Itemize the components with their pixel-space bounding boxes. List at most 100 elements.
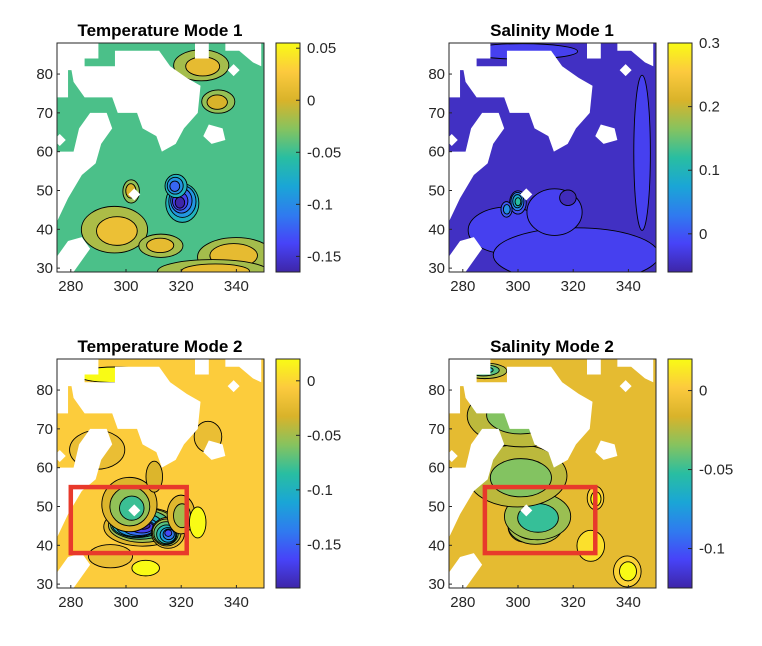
- contour-level: [146, 237, 175, 254]
- land-mask-cell: [57, 450, 66, 463]
- region-highlight-box: [68, 484, 189, 556]
- land-mask: [203, 124, 226, 144]
- land-mask: [449, 553, 483, 588]
- land-mask: [595, 440, 618, 460]
- land-mask: [449, 112, 505, 222]
- colorbar-tick-label: -0.05: [699, 462, 733, 479]
- land-mask: [462, 50, 593, 152]
- colorbar: [275, 358, 301, 589]
- y-tick-label: 70: [36, 421, 53, 438]
- land-mask: [225, 359, 262, 383]
- colorbar-tick-label: 0.3: [699, 35, 720, 52]
- land-mask: [617, 359, 654, 383]
- contour-level: [87, 544, 134, 569]
- x-tick-label: 300: [113, 594, 138, 611]
- colorbar-tick-label: -0.05: [307, 427, 341, 444]
- x-tick-label: 340: [224, 594, 249, 611]
- y-tick-label: 70: [36, 105, 53, 122]
- y-tick-label: 80: [428, 66, 445, 83]
- land-mask: [587, 43, 601, 59]
- y-tick-label: 60: [36, 460, 53, 477]
- land-mask-cell: [57, 134, 66, 147]
- x-tick-label: 320: [561, 278, 586, 295]
- y-tick-label: 50: [36, 182, 53, 199]
- y-tick-label: 70: [428, 421, 445, 438]
- land-mask: [595, 124, 618, 144]
- field-layer: [57, 359, 264, 588]
- contour-level: [619, 561, 637, 582]
- x-tick-label: 300: [505, 594, 530, 611]
- y-tick-label: 60: [36, 144, 53, 161]
- land-mask-cell: [128, 188, 141, 201]
- contour-level: [206, 94, 228, 110]
- axes-frame: [56, 358, 265, 589]
- land-mask: [449, 237, 483, 272]
- colorbar: [275, 42, 301, 273]
- x-tick-label: 300: [113, 278, 138, 295]
- y-tick-label: 30: [36, 260, 53, 277]
- colorbar-tick-label: 0.05: [307, 40, 336, 57]
- y-tick-label: 60: [428, 144, 445, 161]
- land-mask: [203, 440, 226, 460]
- x-tick-label: 280: [58, 278, 83, 295]
- colorbar-tick-label: 0: [307, 373, 315, 390]
- colorbar-tick-label: -0.15: [307, 248, 341, 265]
- x-tick-label: 340: [616, 594, 641, 611]
- contour-level: [492, 227, 656, 272]
- chart-title: Salinity Mode 2: [490, 337, 614, 356]
- land-mask: [195, 359, 209, 375]
- colorbar-tick-label: 0.2: [699, 99, 720, 116]
- x-tick-label: 340: [224, 278, 249, 295]
- y-tick-label: 30: [428, 260, 445, 277]
- axes-frame: [56, 42, 265, 273]
- contour-level: [502, 204, 511, 215]
- land-mask: [587, 359, 601, 375]
- colorbar-tick-label: -0.1: [699, 541, 725, 558]
- contour-level: [188, 506, 207, 539]
- land-mask-cell: [449, 134, 458, 147]
- colorbar-tick-label: -0.1: [307, 482, 333, 499]
- x-tick-label: 300: [505, 278, 530, 295]
- land-mask-cell: [449, 450, 458, 463]
- contour-level: [576, 529, 605, 562]
- field-layer: [449, 43, 656, 272]
- land-mask-cell: [520, 504, 533, 517]
- colorbar: [667, 42, 693, 273]
- y-tick-label: 40: [428, 221, 445, 238]
- land-mask-cell: [227, 380, 240, 393]
- land-mask: [462, 366, 593, 468]
- contour-level: [181, 263, 250, 272]
- axes-frame: [448, 42, 657, 273]
- land-mask-cell: [520, 188, 533, 201]
- x-tick-label: 280: [58, 594, 83, 611]
- x-tick-label: 320: [169, 278, 194, 295]
- x-tick-label: 280: [450, 278, 475, 295]
- chart-panel-4: Salinity Mode 2 280 300 320 340 30 40 50 60 70 80 0…: [428, 337, 733, 611]
- y-tick-label: 60: [428, 460, 445, 477]
- contour-level: [633, 74, 651, 231]
- land-mask: [57, 553, 91, 588]
- contour-level: [185, 56, 221, 77]
- colorbar-tick-label: -0.1: [307, 196, 333, 213]
- land-mask: [195, 43, 209, 59]
- contour-level: [489, 458, 552, 498]
- y-tick-label: 80: [428, 382, 445, 399]
- colorbar-tick-label: -0.05: [307, 144, 341, 161]
- y-tick-label: 50: [36, 498, 53, 515]
- land-mask: [70, 366, 201, 468]
- contour-level: [514, 197, 522, 207]
- y-tick-label: 40: [428, 537, 445, 554]
- contour-level: [559, 189, 577, 206]
- land-mask: [70, 50, 201, 152]
- y-tick-label: 80: [36, 66, 53, 83]
- region-highlight-box: [482, 484, 598, 556]
- land-mask: [57, 237, 91, 272]
- land-mask-cell: [619, 380, 632, 393]
- axes-frame: [448, 358, 657, 589]
- y-tick-label: 30: [36, 576, 53, 593]
- y-tick-label: 30: [428, 576, 445, 593]
- field-layer: [57, 43, 264, 272]
- land-mask: [57, 428, 113, 538]
- land-mask: [617, 43, 654, 67]
